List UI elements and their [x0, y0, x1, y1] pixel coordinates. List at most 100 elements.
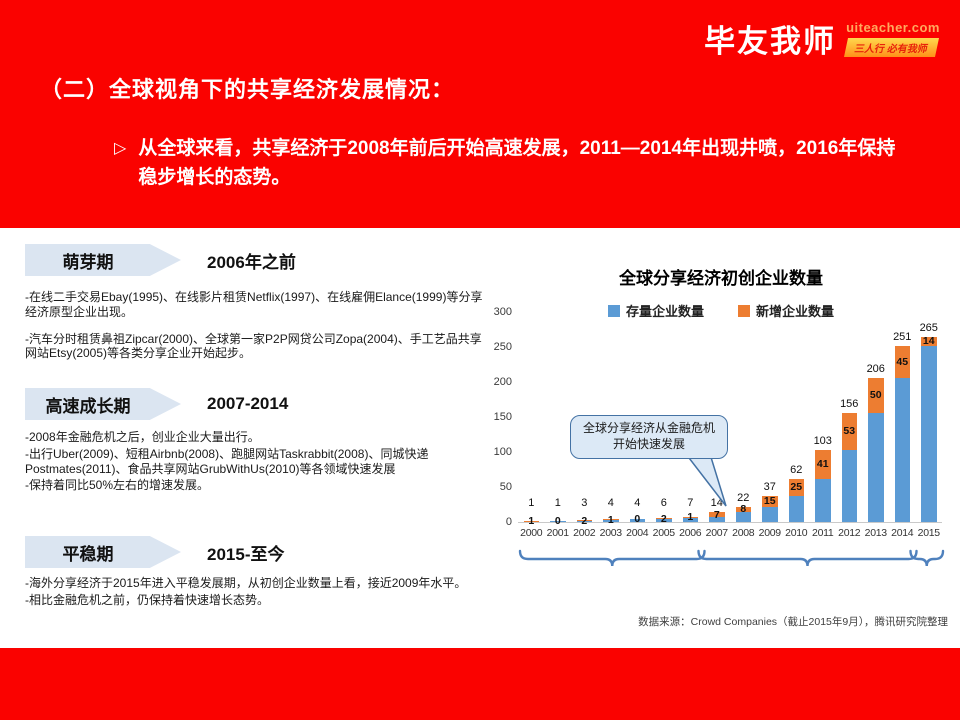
chart-legend: 存量企业数量 新增企业数量	[488, 301, 954, 320]
chart-source: 数据来源：Crowd Companies（截止2015年9月），腾讯研究院整理	[638, 616, 948, 628]
phase-bracket	[697, 549, 918, 567]
x-axis-label: 2001	[546, 527, 569, 539]
bar-new-label: 0	[634, 513, 641, 526]
phase-block: 萌芽期 2006年之前 -在线二手交易Ebay(1995)、在线影片租赁Netfli…	[25, 244, 483, 361]
detail-line: -相比金融危机之前，仍保持着快速增长态势。	[25, 592, 269, 607]
bar-segment-new	[921, 336, 937, 347]
bar-total-label: 14	[710, 497, 723, 509]
x-axis-label: 2004	[626, 527, 649, 539]
x-axis-labels: 2000 2001 2002 2003 2004 2005 2006 2007 2008 2009…	[518, 527, 942, 541]
x-axis-label: 2013	[864, 527, 887, 539]
bar-new-label: 1	[528, 515, 535, 527]
bar-new-label: 15	[763, 495, 776, 508]
x-axis-label: 2015	[917, 527, 940, 539]
bar-new-label: 7	[713, 508, 720, 521]
phase-header: 高速成长期 2007-2014	[25, 388, 483, 420]
phase-brackets	[518, 549, 945, 567]
x-axis-label: 2005	[652, 527, 675, 539]
bar-new-label: 2	[581, 514, 588, 527]
x-axis-label: 2014	[891, 527, 914, 539]
phase-block: 高速成长期 2007-2014 -2008年金融危机之后，创业企业大量出行。 -出行U…	[25, 388, 483, 493]
bar-segment-stock	[788, 496, 804, 522]
bar-segment-stock	[603, 519, 619, 522]
legend-label: 新增企业数量	[756, 304, 835, 319]
phase-banner-label: 平稳期	[62, 544, 114, 564]
footer-band	[0, 648, 960, 720]
bar-segment-new	[762, 496, 778, 507]
bar-segment-new	[894, 346, 910, 378]
bar-segment-new	[576, 519, 592, 522]
bar-segment-new	[603, 519, 619, 520]
brand-logo-right: uiteacher.com 三人行 必有我师	[844, 20, 940, 57]
bar-new-label: 25	[790, 481, 803, 494]
x-axis-label: 2002	[573, 527, 596, 539]
phase-banner: 高速成长期	[25, 388, 181, 420]
brand-domain: uiteacher.com	[846, 20, 940, 35]
brand-name: 毕友我师	[704, 24, 837, 59]
bar-total-label: 62	[790, 463, 803, 476]
header-band: 毕友我师 uiteacher.com 三人行 必有我师 （二）全球视角下的共享经…	[0, 0, 960, 228]
bar-new-label: 0	[554, 515, 561, 527]
detail-line: -出行Uber(2009)、短租Airbnb(2008)、跑腿网站Taskrab…	[25, 446, 429, 476]
chart-title: 全球分享经济初创企业数量	[619, 269, 823, 288]
phase-banner-label: 萌芽期	[62, 252, 114, 272]
x-axis-label: 2000	[520, 527, 543, 539]
phase-period: 2015-至今	[207, 544, 285, 564]
bar-new-label: 41	[816, 458, 829, 471]
bar-segment-new	[815, 449, 831, 479]
phase-banner: 萌芽期	[25, 244, 181, 276]
bar-segment-new	[709, 512, 725, 518]
phase-details: -在线二手交易Ebay(1995)、在线影片租赁Netflix(1997)、在线…	[25, 290, 483, 361]
phase-bracket	[909, 549, 945, 567]
chart-annotation: 全球分享经济从金融危机开始快速发展	[570, 415, 728, 459]
bar-total-label: 103	[813, 434, 832, 447]
x-axis-label: 2010	[785, 527, 808, 539]
bar-new-label: 8	[740, 503, 747, 516]
bar-new-label: 1	[607, 513, 614, 526]
bar-segment-new	[788, 478, 804, 497]
bar-new-label: 2	[660, 512, 667, 525]
bar-segment-new	[735, 506, 751, 513]
bar-new-label: 14	[922, 335, 935, 348]
y-axis-tick: 50	[499, 481, 512, 493]
legend-swatch	[607, 304, 620, 317]
bar-segment-new	[868, 377, 884, 413]
bar-new-label: 1	[687, 511, 694, 524]
bar-total-label: 6	[660, 497, 667, 509]
bar-total-label: 265	[919, 321, 938, 334]
detail-line: -2008年金融危机之后，创业企业大量出行。	[25, 430, 260, 444]
bar-segment-new	[682, 517, 698, 518]
detail-line: -海外分享经济于2015年进入平稳发展期，从初创企业数量上看，接近2009年水平…	[25, 576, 467, 590]
detail-line: -在线二手交易Ebay(1995)、在线影片租赁Netflix(1997)、在线…	[25, 290, 483, 319]
legend-swatch	[738, 304, 750, 317]
phase-header: 萌芽期 2006年之前	[25, 244, 483, 276]
bar-segment-stock	[841, 449, 857, 522]
x-axis-label: 2007	[705, 527, 728, 539]
page-title: （二）全球视角下的共享经济发展情况：	[40, 77, 455, 102]
bar-segment-new	[841, 412, 857, 450]
detail-line: -保持着同比50%左右的增速发展。	[25, 478, 210, 493]
phase-bracket	[518, 549, 706, 567]
bar-total-label: 37	[763, 481, 776, 494]
annotation-tail-icon	[685, 454, 727, 507]
bar-total-label: 4	[607, 497, 614, 509]
detail-line: -汽车分时租赁鼻祖Zipcar(2000)、全球第一家P2P网贷公司Zopa(2…	[25, 331, 482, 361]
legend-item: 新增企业数量	[738, 301, 834, 320]
bar-segment-stock	[815, 478, 831, 522]
phase-period: 2007-2014	[207, 394, 289, 413]
x-axis-label: 2003	[599, 527, 622, 539]
brand-slogan-badge: 三人行 必有我师	[844, 38, 939, 57]
bar-total-label: 4	[634, 497, 641, 509]
bar-total-label: 156	[840, 397, 859, 410]
y-axis-tick: 200	[493, 376, 512, 388]
bar-new-label: 53	[843, 425, 856, 438]
bar-total-label: 1	[528, 497, 535, 509]
bar-segment-new	[656, 517, 672, 520]
phase-period: 2006年之前	[207, 252, 296, 272]
bar-total-label: 1	[554, 497, 561, 509]
bar-total-label: 206	[866, 362, 885, 375]
bar-segment-stock	[576, 521, 592, 522]
bar-new-label: 50	[869, 389, 882, 402]
bar-segment-stock	[682, 517, 698, 522]
y-axis-tick: 150	[493, 411, 512, 423]
